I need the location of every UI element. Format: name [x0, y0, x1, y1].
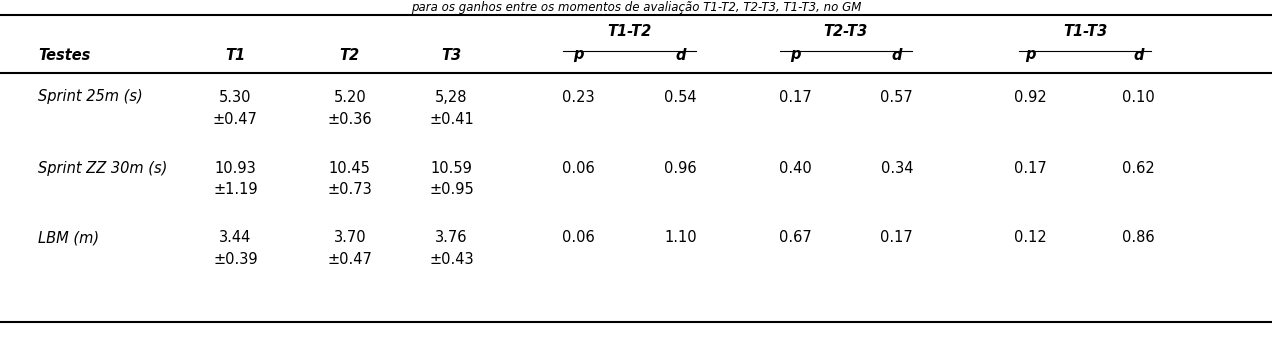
Text: 0.17: 0.17	[778, 90, 812, 104]
Text: T2-T3: T2-T3	[824, 25, 868, 40]
Text: T3: T3	[441, 48, 462, 62]
Text: 10.59: 10.59	[431, 161, 472, 176]
Text: ±0.36: ±0.36	[327, 111, 373, 127]
Text: 0.06: 0.06	[562, 161, 595, 176]
Text: p: p	[574, 48, 584, 62]
Text: Sprint 25m (s): Sprint 25m (s)	[38, 90, 142, 104]
Text: ±0.73: ±0.73	[327, 183, 373, 197]
Text: 0.17: 0.17	[880, 230, 913, 245]
Text: 3.70: 3.70	[333, 230, 366, 245]
Text: ±0.39: ±0.39	[212, 253, 258, 268]
Text: d: d	[892, 48, 902, 62]
Text: 5.20: 5.20	[333, 90, 366, 104]
Text: 0.86: 0.86	[1122, 230, 1155, 245]
Text: ±0.41: ±0.41	[429, 111, 474, 127]
Text: 1.10: 1.10	[664, 230, 697, 245]
Text: ±0.47: ±0.47	[212, 111, 258, 127]
Text: d: d	[675, 48, 686, 62]
Text: 0.17: 0.17	[1014, 161, 1047, 176]
Text: LBM (m): LBM (m)	[38, 230, 99, 245]
Text: d: d	[1133, 48, 1144, 62]
Text: Sprint ZZ 30m (s): Sprint ZZ 30m (s)	[38, 161, 168, 176]
Text: 0.57: 0.57	[880, 90, 913, 104]
Text: Testes: Testes	[38, 48, 90, 62]
Text: 0.40: 0.40	[778, 161, 812, 176]
Text: 0.96: 0.96	[664, 161, 697, 176]
Text: 0.67: 0.67	[778, 230, 812, 245]
Text: ±0.47: ±0.47	[327, 253, 373, 268]
Text: p: p	[790, 48, 800, 62]
Text: 0.54: 0.54	[664, 90, 697, 104]
Text: 0.62: 0.62	[1122, 161, 1155, 176]
Text: para os ganhos entre os momentos de avaliação T1-T2, T2-T3, T1-T3, no GM: para os ganhos entre os momentos de aval…	[411, 0, 861, 14]
Text: 0.23: 0.23	[562, 90, 595, 104]
Text: T2: T2	[340, 48, 360, 62]
Text: 0.10: 0.10	[1122, 90, 1155, 104]
Text: 10.45: 10.45	[329, 161, 370, 176]
Text: 5.30: 5.30	[219, 90, 252, 104]
Text: 0.06: 0.06	[562, 230, 595, 245]
Text: 0.92: 0.92	[1014, 90, 1047, 104]
Text: ±0.43: ±0.43	[429, 253, 474, 268]
Text: p: p	[1025, 48, 1035, 62]
Text: 3.76: 3.76	[435, 230, 468, 245]
Text: 0.34: 0.34	[880, 161, 913, 176]
Text: T1: T1	[225, 48, 245, 62]
Text: 0.12: 0.12	[1014, 230, 1047, 245]
Text: T1-T2: T1-T2	[608, 25, 651, 40]
Text: 3.44: 3.44	[219, 230, 252, 245]
Text: T1-T3: T1-T3	[1063, 25, 1107, 40]
Text: ±1.19: ±1.19	[212, 183, 258, 197]
Text: ±0.95: ±0.95	[429, 183, 474, 197]
Text: 5,28: 5,28	[435, 90, 468, 104]
Text: 10.93: 10.93	[215, 161, 256, 176]
